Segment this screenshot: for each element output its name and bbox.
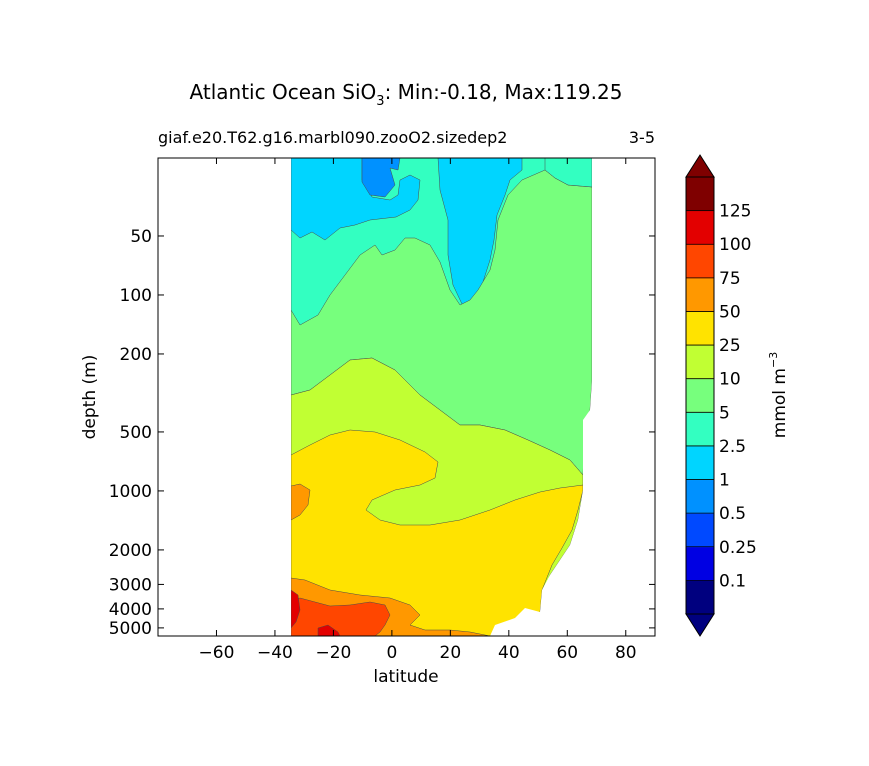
colorbar-tick-label: 25 [719, 336, 741, 356]
x-tick-label: −40 [257, 643, 293, 663]
x-tick-label: 0 [386, 643, 397, 663]
y-tick-label: 4000 [109, 600, 152, 620]
band-1-2p5-north [437, 158, 523, 305]
colorbar-frame [685, 176, 715, 615]
colorbar-tick-label: 50 [719, 302, 741, 322]
colorbar-tick-label: 0.1 [719, 571, 746, 591]
colorbar-label: mmol m−3 [767, 352, 790, 438]
y-tick-label: 500 [120, 423, 152, 443]
chart-title: Atlantic Ocean SiO3: Min:-0.18, Max:119.… [190, 80, 623, 109]
colorbar-tick-label: 100 [719, 235, 751, 255]
colorbar-segment [686, 345, 714, 380]
colorbar-segment [686, 445, 714, 481]
colorbar-tick-label: 10 [719, 370, 741, 390]
plot-area [157, 157, 656, 637]
colorbar: 0.1 0.25 0.5 1 2.5 5 10 25 50 75 100 125 [685, 154, 757, 637]
colorbar-tick-label: 75 [719, 269, 741, 289]
x-axis-label: latitude [373, 667, 438, 687]
colorbar-segment [686, 513, 714, 548]
y-tick-label: 2000 [109, 541, 152, 561]
chart-subtitle-right: 3-5 [629, 128, 655, 147]
colorbar-extend-max [685, 154, 715, 178]
no-data-mask [490, 158, 655, 636]
x-tick-label: 20 [440, 643, 462, 663]
colorbar-tick-label: 0.25 [719, 538, 757, 558]
y-tick-label: 200 [120, 345, 152, 365]
colorbar-segment [686, 277, 714, 312]
y-axis-label: depth (m) [80, 355, 100, 440]
x-tick-label: 40 [498, 643, 520, 663]
y-tick-label: 100 [120, 286, 152, 306]
y-tick-label: 1000 [109, 482, 152, 502]
colorbar-extend-min [685, 613, 715, 637]
colorbar-segment [686, 210, 714, 245]
colorbar-segment [686, 244, 714, 279]
colorbar-tick-label: 0.5 [719, 504, 746, 524]
colorbar-tick-label: 5 [719, 403, 730, 423]
colorbar-segment [686, 378, 714, 413]
band-100-125b [317, 624, 341, 636]
colorbar-segment [686, 479, 714, 514]
colorbar-tick-label: 125 [719, 202, 751, 222]
colorbar-segment [686, 546, 714, 581]
x-tick-label: 60 [556, 643, 578, 663]
colorbar-tick-label: 2.5 [719, 437, 746, 457]
x-tick-label: −20 [315, 643, 351, 663]
x-tick-label: −60 [199, 643, 235, 663]
band-0p5-1 [361, 158, 401, 198]
contour-field [158, 158, 655, 636]
x-axis: −60 −40 −20 0 20 40 60 80 [199, 158, 637, 663]
colorbar-segment [686, 311, 714, 346]
colorbar-tick-label: 1 [719, 471, 730, 491]
chart-subtitle-left: giaf.e20.T62.g16.marbl090.zooO2.sizedep2 [158, 128, 507, 147]
x-tick-label: 80 [615, 643, 637, 663]
y-tick-label: 50 [130, 227, 152, 247]
band-2p5-5-north [544, 158, 593, 188]
y-tick-label: 5000 [109, 619, 152, 639]
band-1-2p5-south [290, 158, 421, 241]
colorbar-segment [686, 177, 714, 212]
colorbar-segment [686, 412, 714, 447]
y-tick-label: 3000 [109, 575, 152, 595]
band-75-100 [290, 597, 391, 636]
colorbar-segment [686, 580, 714, 615]
